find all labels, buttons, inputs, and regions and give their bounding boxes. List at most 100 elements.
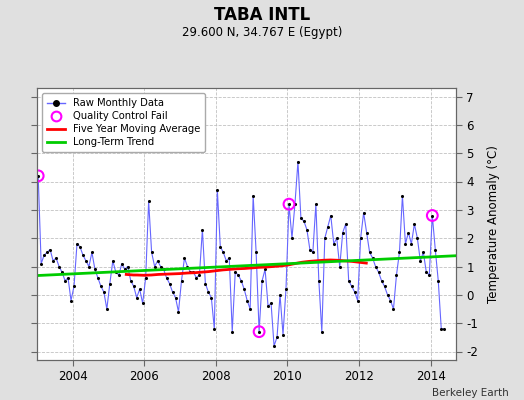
Point	[431, 246, 440, 253]
Point	[273, 334, 281, 340]
Point	[428, 212, 436, 219]
Point	[231, 269, 239, 275]
Point	[34, 173, 42, 179]
Point	[117, 260, 126, 267]
Point	[243, 297, 252, 304]
Point	[168, 289, 177, 295]
Point	[347, 283, 356, 290]
Point	[79, 252, 87, 258]
Point	[413, 235, 421, 241]
Point	[318, 328, 326, 335]
Y-axis label: Temperature Anomaly (°C): Temperature Anomaly (°C)	[486, 145, 499, 303]
Point	[100, 289, 108, 295]
Point	[309, 249, 317, 256]
Point	[285, 201, 293, 207]
Point	[121, 266, 129, 272]
Point	[359, 210, 368, 216]
Point	[330, 241, 338, 247]
Point	[112, 269, 120, 275]
Point	[252, 249, 260, 256]
Point	[425, 272, 433, 278]
Point	[285, 201, 293, 207]
Point	[339, 229, 347, 236]
Point	[321, 235, 329, 241]
Point	[225, 255, 234, 261]
Point	[240, 286, 248, 292]
Point	[94, 275, 102, 281]
Point	[76, 244, 84, 250]
Point	[377, 278, 386, 284]
Point	[201, 280, 210, 287]
Point	[255, 328, 263, 335]
Point	[124, 263, 132, 270]
Point	[46, 246, 54, 253]
Point	[380, 283, 389, 290]
Point	[228, 328, 236, 335]
Point	[312, 201, 320, 207]
Point	[106, 280, 114, 287]
Point	[246, 306, 254, 312]
Point	[234, 272, 243, 278]
Point	[428, 212, 436, 219]
Point	[276, 292, 284, 298]
Point	[342, 221, 350, 227]
Point	[61, 278, 69, 284]
Point	[326, 212, 335, 219]
Point	[354, 297, 362, 304]
Point	[58, 269, 66, 275]
Point	[40, 252, 48, 258]
Point	[416, 258, 424, 264]
Point	[297, 215, 305, 222]
Point	[171, 294, 180, 301]
Point	[303, 226, 311, 233]
Point	[386, 297, 395, 304]
Point	[55, 263, 63, 270]
Text: Berkeley Earth: Berkeley Earth	[432, 388, 508, 398]
Point	[210, 326, 219, 332]
Point	[384, 292, 392, 298]
Point	[189, 269, 198, 275]
Point	[129, 283, 138, 290]
Point	[368, 255, 377, 261]
Point	[222, 258, 231, 264]
Point	[67, 297, 75, 304]
Point	[88, 249, 96, 256]
Point	[97, 283, 105, 290]
Point	[204, 289, 213, 295]
Point	[177, 278, 185, 284]
Point	[237, 278, 245, 284]
Text: TABA INTL: TABA INTL	[214, 6, 310, 24]
Point	[138, 300, 147, 306]
Point	[186, 269, 194, 275]
Point	[419, 249, 428, 256]
Point	[82, 258, 90, 264]
Point	[407, 241, 416, 247]
Point	[374, 269, 383, 275]
Point	[395, 249, 403, 256]
Point	[156, 263, 165, 270]
Point	[52, 255, 60, 261]
Point	[288, 235, 296, 241]
Point	[195, 272, 204, 278]
Point	[37, 260, 46, 267]
Point	[255, 328, 263, 335]
Point	[365, 249, 374, 256]
Text: 29.600 N, 34.767 E (Egypt): 29.600 N, 34.767 E (Egypt)	[182, 26, 342, 39]
Point	[314, 278, 323, 284]
Point	[180, 255, 189, 261]
Point	[261, 266, 269, 272]
Point	[351, 289, 359, 295]
Point	[270, 343, 278, 349]
Point	[159, 266, 168, 272]
Point	[43, 249, 51, 256]
Point	[294, 158, 302, 165]
Point	[282, 286, 290, 292]
Point	[64, 275, 72, 281]
Point	[392, 272, 401, 278]
Point	[335, 263, 344, 270]
Point	[141, 275, 150, 281]
Point	[147, 249, 156, 256]
Point	[410, 221, 419, 227]
Point	[183, 263, 192, 270]
Point	[213, 187, 222, 193]
